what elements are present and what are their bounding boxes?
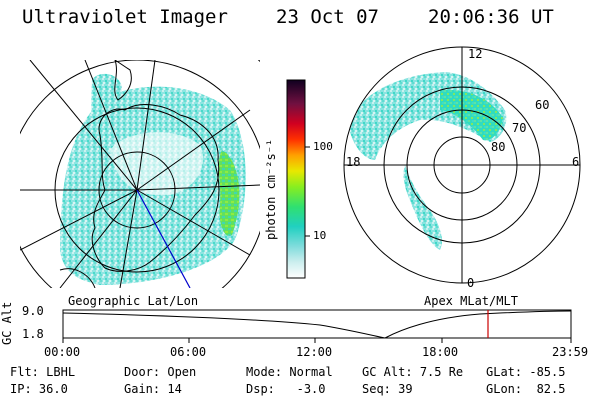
- geographic-map: [20, 60, 260, 288]
- colorbar-tick-10: 10: [313, 229, 327, 242]
- mlt-label-12: 12: [468, 47, 483, 61]
- altitude-xtick-0000: 00:00: [44, 345, 81, 359]
- status-door: Door: Open: [124, 365, 197, 379]
- mlat-mlt-plot: [343, 46, 581, 284]
- mlat-label-60: 60: [535, 98, 550, 112]
- mlt-label-6: 6: [572, 155, 580, 169]
- status-glon: GLon: 82.5: [486, 382, 566, 396]
- mlat-label-80: 80: [491, 140, 506, 154]
- color-bar: [286, 79, 306, 279]
- altitude-plot: [62, 309, 572, 343]
- altitude-xtick-0600: 06:00: [170, 345, 207, 359]
- mlt-label-0: 0: [467, 276, 475, 290]
- status-ip: IP: 36.0: [10, 382, 68, 396]
- colorbar-unit-label: photon cm⁻²s⁻¹: [264, 138, 278, 240]
- altitude-ytick-1-8: 1.8: [22, 327, 44, 341]
- status-seq: Seq: 39: [362, 382, 413, 396]
- altitude-xtick-2359: 23:59: [552, 345, 589, 359]
- status-flt: Flt: LBHL: [10, 365, 76, 379]
- altitude-xtick-1800: 18:00: [422, 345, 459, 359]
- mlt-label-18: 18: [346, 155, 361, 169]
- status-gc-alt: GC Alt: 7.5 Re: [362, 365, 464, 379]
- left-panel-caption: Geographic Lat/Lon: [68, 294, 199, 308]
- altitude-ylabel: GC Alt: [0, 301, 14, 345]
- status-gain: Gain: 14: [124, 382, 182, 396]
- orbit-track-line: [136, 189, 191, 288]
- colorbar-tick-100: 100: [313, 140, 333, 153]
- altitude-curve: [62, 310, 572, 339]
- header-date: 23 Oct 07: [276, 6, 379, 28]
- instrument-title: Ultraviolet Imager: [22, 6, 228, 28]
- altitude-ytick-9: 9.0: [22, 304, 44, 318]
- altitude-xtick-1200: 12:00: [296, 345, 333, 359]
- header-time: 20:06:36 UT: [428, 6, 554, 28]
- mlat-label-70: 70: [512, 121, 527, 135]
- status-glat: GLat: -85.5: [486, 365, 566, 379]
- right-panel-caption: Apex MLat/MLT: [424, 294, 518, 308]
- status-dsp: Dsp: -3.0: [246, 382, 326, 396]
- status-mode: Mode: Normal: [246, 365, 333, 379]
